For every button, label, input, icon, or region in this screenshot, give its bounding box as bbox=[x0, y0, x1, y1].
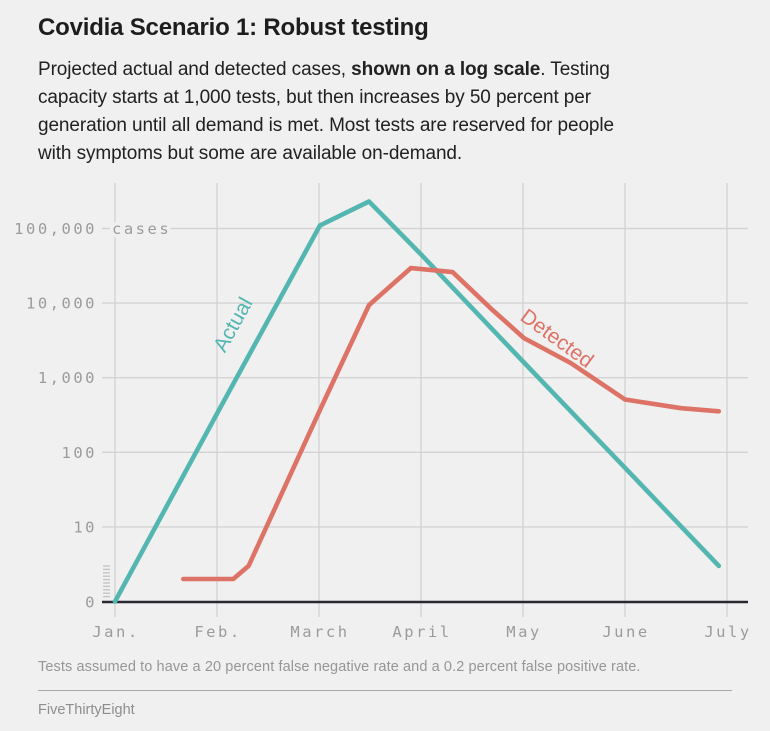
y-tick-label: 1,000 bbox=[38, 369, 97, 387]
chart-subtitle: Projected actual and detected cases, sho… bbox=[38, 56, 753, 168]
subtitle-line: generation until all demand is met. Most… bbox=[38, 115, 614, 136]
subtitle-text: Projected actual and detected cases, bbox=[38, 59, 352, 80]
chart-canvas: Actual Detected100,00010,0001,000100100ca… bbox=[14, 183, 751, 640]
series-line-actual bbox=[112, 199, 722, 604]
y-tick-label: 0 bbox=[85, 594, 97, 612]
y-tick-label: 100,000 bbox=[14, 220, 97, 238]
x-tick-label: June bbox=[602, 623, 649, 640]
subtitle-line: capacity starts at 1,000 tests, but then… bbox=[38, 87, 591, 108]
y-gridlines bbox=[102, 227, 748, 528]
x-tick-label: Jan. bbox=[92, 623, 139, 640]
x-tick-label: March bbox=[290, 623, 349, 640]
log-break-icon bbox=[103, 565, 110, 598]
x-tick-label: July bbox=[704, 623, 751, 640]
subtitle-line: Projected actual and detected cases, sho… bbox=[38, 56, 753, 84]
footer-divider bbox=[38, 690, 732, 691]
y-tick-label: 10 bbox=[73, 518, 97, 536]
subtitle-text: . Testing bbox=[540, 59, 610, 80]
x-tick-labels: Jan. Feb. March April May June July bbox=[92, 623, 751, 640]
subtitle-bold-text: shown on a log scale bbox=[351, 59, 541, 80]
y-axis-unit-label: cases bbox=[112, 220, 171, 238]
x-tick-label: May bbox=[506, 623, 542, 640]
x-tick-label: April bbox=[392, 623, 451, 640]
y-tick-label: 100 bbox=[62, 444, 98, 462]
source-credit: FiveThirtyEight bbox=[38, 702, 135, 718]
x-gridlines bbox=[114, 183, 728, 617]
y-tick-label: 10,000 bbox=[26, 295, 97, 313]
series-line-detected bbox=[181, 265, 722, 582]
subtitle-line: with symptoms but some are available on-… bbox=[38, 143, 463, 164]
chart-title: Covidia Scenario 1: Robust testing bbox=[38, 14, 429, 41]
x-tick-label: Feb. bbox=[194, 623, 241, 640]
chart-footnote: Tests assumed to have a 20 percent false… bbox=[38, 659, 641, 675]
